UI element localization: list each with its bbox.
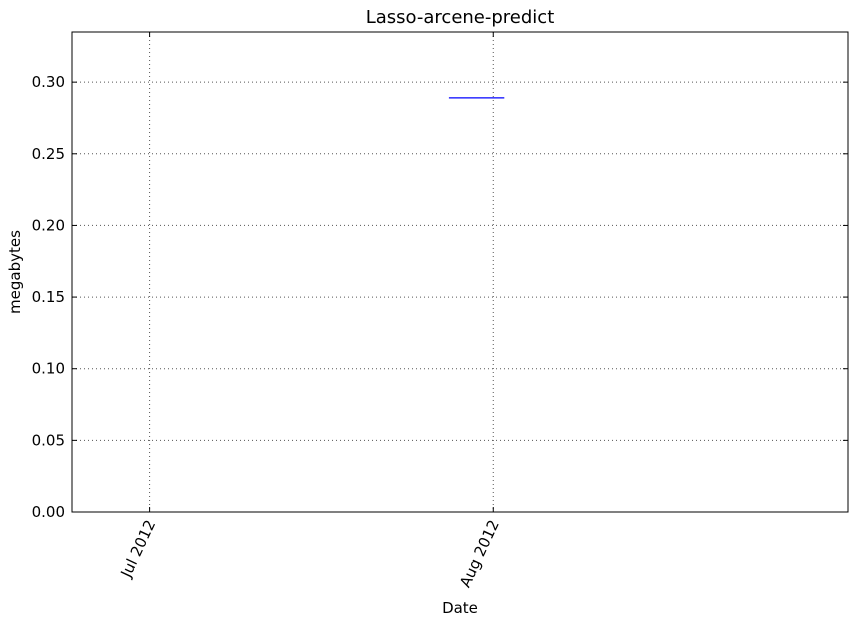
chart-title: Lasso-arcene-predict [366,7,555,28]
plot-area-frame [71,31,849,513]
y-axis-title: megabytes [6,230,24,314]
x-axis-title: Date [442,599,478,617]
y-tick-label: 0.10 [32,360,65,378]
y-tick-label: 0.00 [32,503,65,521]
y-tick-label: 0.25 [32,145,65,163]
axis-ticks [72,32,848,513]
y-tick-label: 0.20 [32,216,65,234]
grid [72,32,848,512]
y-tick-label: 0.30 [32,73,65,91]
y-tick-label: 0.05 [32,431,65,449]
y-tick-label: 0.15 [32,288,65,306]
